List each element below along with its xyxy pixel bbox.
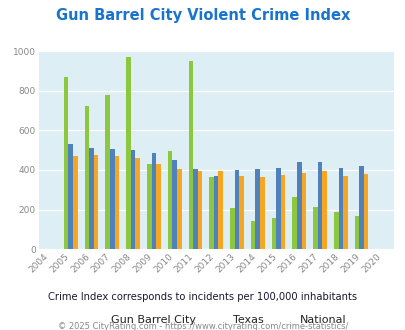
Legend: Gun Barrel City, Texas, National: Gun Barrel City, Texas, National [81,310,350,330]
Bar [151,153,156,249]
Bar [68,144,73,249]
Bar [110,149,114,249]
Bar [333,212,338,249]
Text: © 2025 CityRating.com - https://www.cityrating.com/crime-statistics/: © 2025 CityRating.com - https://www.city… [58,322,347,330]
Bar [358,166,363,249]
Bar [172,160,177,249]
Bar [354,216,358,249]
Bar [147,164,151,249]
Bar [218,171,222,249]
Bar [363,174,368,249]
Bar [209,178,213,249]
Bar [338,168,342,249]
Bar [213,176,218,249]
Bar [312,207,317,249]
Bar [193,169,197,249]
Bar [271,218,275,249]
Bar [239,176,243,249]
Bar [114,156,119,249]
Bar [230,208,234,249]
Bar [64,77,68,249]
Bar [317,162,322,249]
Bar [301,173,305,249]
Bar [177,169,181,249]
Text: Crime Index corresponds to incidents per 100,000 inhabitants: Crime Index corresponds to incidents per… [48,292,357,302]
Bar [259,177,264,249]
Text: Gun Barrel City Violent Crime Index: Gun Barrel City Violent Crime Index [55,8,350,23]
Bar [105,95,110,249]
Bar [342,176,347,249]
Bar [156,164,160,249]
Bar [89,148,94,249]
Bar [280,175,285,249]
Bar [130,150,135,249]
Bar [94,155,98,249]
Bar [250,221,255,249]
Bar [255,169,259,249]
Bar [197,171,202,249]
Bar [234,170,239,249]
Bar [73,156,77,249]
Bar [322,171,326,249]
Bar [126,57,130,249]
Bar [167,150,172,249]
Bar [292,197,296,249]
Bar [275,168,280,249]
Bar [135,158,140,249]
Bar [188,61,193,249]
Bar [296,162,301,249]
Bar [85,106,89,249]
